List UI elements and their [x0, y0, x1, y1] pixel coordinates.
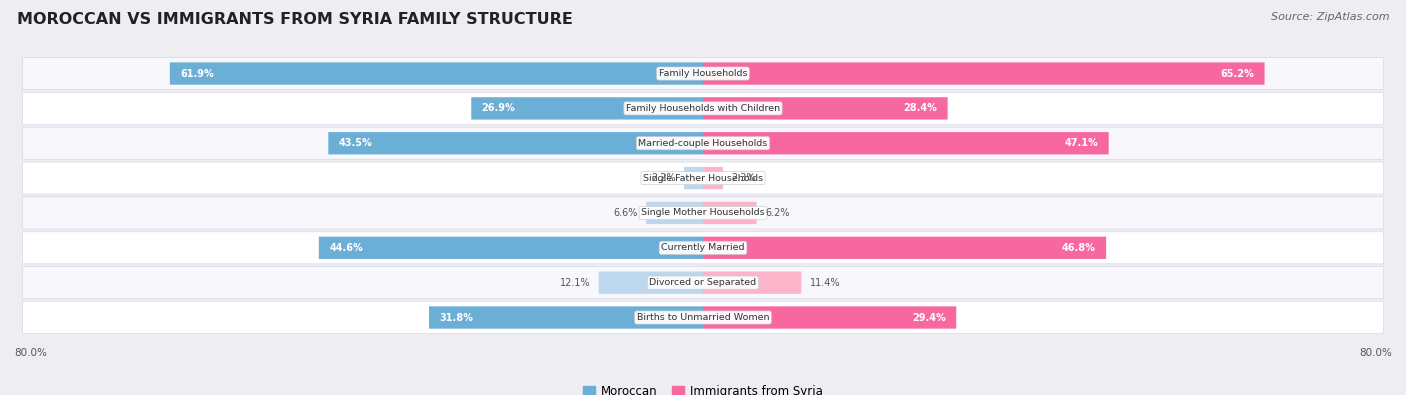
Text: Divorced or Separated: Divorced or Separated: [650, 278, 756, 287]
Text: 80.0%: 80.0%: [1360, 348, 1392, 358]
Text: Family Households with Children: Family Households with Children: [626, 104, 780, 113]
FancyBboxPatch shape: [703, 62, 1264, 85]
Text: Single Mother Households: Single Mother Households: [641, 209, 765, 218]
Text: 6.2%: 6.2%: [765, 208, 790, 218]
Text: Married-couple Households: Married-couple Households: [638, 139, 768, 148]
FancyBboxPatch shape: [22, 267, 1384, 299]
FancyBboxPatch shape: [22, 197, 1384, 229]
Legend: Moroccan, Immigrants from Syria: Moroccan, Immigrants from Syria: [579, 380, 827, 395]
Text: Single Father Households: Single Father Households: [643, 173, 763, 182]
FancyBboxPatch shape: [22, 127, 1384, 159]
Text: 46.8%: 46.8%: [1062, 243, 1095, 253]
Text: 47.1%: 47.1%: [1064, 138, 1098, 148]
FancyBboxPatch shape: [22, 92, 1384, 124]
Text: Source: ZipAtlas.com: Source: ZipAtlas.com: [1271, 12, 1389, 22]
Text: 11.4%: 11.4%: [810, 278, 841, 288]
FancyBboxPatch shape: [471, 97, 703, 120]
FancyBboxPatch shape: [703, 97, 948, 120]
FancyBboxPatch shape: [319, 237, 703, 259]
FancyBboxPatch shape: [22, 301, 1384, 333]
FancyBboxPatch shape: [22, 58, 1384, 90]
Text: Family Households: Family Households: [659, 69, 747, 78]
FancyBboxPatch shape: [703, 132, 1109, 154]
Text: 2.3%: 2.3%: [731, 173, 756, 183]
FancyBboxPatch shape: [429, 307, 703, 329]
FancyBboxPatch shape: [703, 167, 723, 189]
Text: 29.4%: 29.4%: [912, 312, 946, 322]
FancyBboxPatch shape: [599, 271, 703, 294]
Text: MOROCCAN VS IMMIGRANTS FROM SYRIA FAMILY STRUCTURE: MOROCCAN VS IMMIGRANTS FROM SYRIA FAMILY…: [17, 12, 572, 27]
Text: Currently Married: Currently Married: [661, 243, 745, 252]
FancyBboxPatch shape: [329, 132, 703, 154]
Text: Births to Unmarried Women: Births to Unmarried Women: [637, 313, 769, 322]
FancyBboxPatch shape: [703, 202, 756, 224]
FancyBboxPatch shape: [703, 237, 1107, 259]
FancyBboxPatch shape: [647, 202, 703, 224]
Text: 28.4%: 28.4%: [904, 103, 938, 113]
Text: 80.0%: 80.0%: [14, 348, 46, 358]
FancyBboxPatch shape: [22, 232, 1384, 264]
Text: 12.1%: 12.1%: [560, 278, 591, 288]
FancyBboxPatch shape: [22, 162, 1384, 194]
Text: 31.8%: 31.8%: [440, 312, 474, 322]
Text: 2.2%: 2.2%: [651, 173, 675, 183]
Text: 26.9%: 26.9%: [482, 103, 516, 113]
Text: 65.2%: 65.2%: [1220, 69, 1254, 79]
FancyBboxPatch shape: [703, 271, 801, 294]
FancyBboxPatch shape: [703, 307, 956, 329]
Text: 6.6%: 6.6%: [613, 208, 637, 218]
Text: 44.6%: 44.6%: [329, 243, 363, 253]
FancyBboxPatch shape: [683, 167, 703, 189]
Text: 43.5%: 43.5%: [339, 138, 373, 148]
FancyBboxPatch shape: [170, 62, 703, 85]
Text: 61.9%: 61.9%: [180, 69, 214, 79]
